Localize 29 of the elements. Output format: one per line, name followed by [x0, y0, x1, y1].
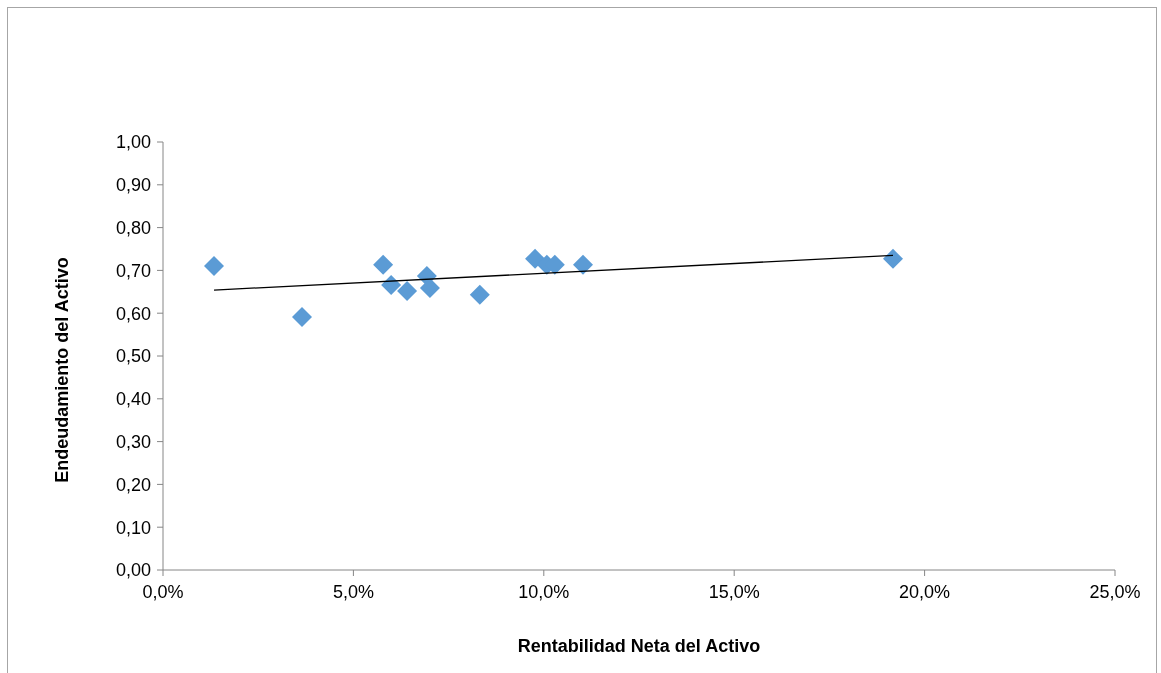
y-tick-label: 0,90	[115, 175, 151, 196]
point	[381, 274, 402, 295]
y-tick-label: 0,60	[115, 303, 151, 324]
y-tick-label: 0,00	[115, 560, 151, 581]
y-tick-label: 0,30	[115, 431, 151, 452]
y-tick-label: 1,00	[115, 132, 151, 153]
point	[204, 256, 225, 277]
x-axis-title: Rentabilidad Neta del Activo	[517, 636, 761, 656]
x-tick-label: 10,0%	[518, 582, 570, 602]
y-tick-label: 0,70	[115, 260, 151, 281]
point	[469, 284, 490, 305]
y-axis-title: Endeudamiento del Activo	[52, 257, 72, 483]
point	[419, 277, 440, 298]
y-tick-label: 0,10	[115, 517, 151, 538]
x-tick-label: 25,0%	[1089, 582, 1141, 602]
point	[573, 254, 594, 275]
x-tick-label: 15,0%	[708, 582, 760, 602]
point	[882, 248, 903, 269]
point	[291, 307, 312, 328]
y-tick-label: 0,40	[115, 389, 151, 410]
x-tick-label: 0,0%	[142, 582, 184, 602]
point	[397, 280, 418, 301]
point	[373, 254, 394, 275]
x-tick-label: 20,0%	[899, 582, 951, 602]
x-tick-label: 5,0%	[332, 582, 374, 602]
point	[525, 248, 546, 269]
y-tick-label: 0,50	[115, 346, 151, 367]
y-tick-label: 0,80	[115, 217, 151, 238]
y-tick-label: 0,20	[115, 474, 151, 495]
